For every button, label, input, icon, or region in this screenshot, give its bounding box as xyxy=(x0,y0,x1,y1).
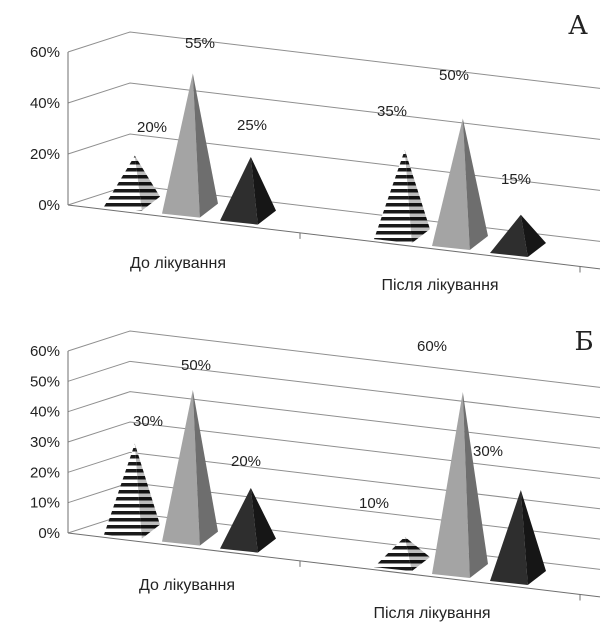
data-label: 30% xyxy=(473,443,503,460)
category-label: Після лікування xyxy=(381,277,498,294)
data-label: 55% xyxy=(185,35,215,52)
chart-panel-a: 0% 20% 40% 60% 20% 55% 25% До лікування 35% 50% 15… xyxy=(30,11,601,294)
x-axis-line xyxy=(67,532,601,598)
panel-label: А xyxy=(568,11,588,41)
data-label: 20% xyxy=(231,453,261,470)
pyramid-bar xyxy=(220,156,276,225)
gridline xyxy=(67,330,601,388)
gridline xyxy=(67,451,601,510)
category-label: До лікування xyxy=(130,255,226,272)
pyramid-bar xyxy=(432,118,488,251)
pyramid-bar xyxy=(104,443,160,539)
gridline xyxy=(67,360,601,419)
y-tick-label: 20% xyxy=(30,464,60,481)
gridline xyxy=(67,391,601,449)
pyramid-bar xyxy=(374,536,430,572)
pyramid-bar xyxy=(490,490,546,585)
pyramid-bar xyxy=(374,149,430,244)
data-label: 50% xyxy=(439,67,469,84)
pyramid-bar xyxy=(490,214,546,257)
data-label: 60% xyxy=(417,338,447,355)
category-label: До лікування xyxy=(139,577,235,594)
y-tick-label: 0% xyxy=(38,197,60,214)
pyramid-bar xyxy=(162,73,218,218)
y-tick-label: 40% xyxy=(30,404,60,421)
data-label: 25% xyxy=(237,117,267,134)
data-label: 15% xyxy=(501,171,531,188)
y-tick-label: 0% xyxy=(38,525,60,542)
pyramid-bar xyxy=(104,155,160,211)
y-tick-label: 40% xyxy=(30,95,60,112)
data-label: 35% xyxy=(377,103,407,120)
y-tick-label: 30% xyxy=(30,434,60,451)
x-axis-line xyxy=(67,204,601,270)
panel-label: Б xyxy=(574,327,593,357)
pyramid-bar xyxy=(432,392,488,579)
gridline xyxy=(67,82,601,140)
gridline xyxy=(67,421,601,479)
y-tick-label: 60% xyxy=(30,44,60,61)
gridline xyxy=(67,31,601,89)
data-label: 20% xyxy=(137,119,167,136)
category-label: Після лікування xyxy=(373,605,490,622)
y-tick-label: 20% xyxy=(30,146,60,163)
pyramid-bar xyxy=(220,487,276,553)
y-tick-label: 60% xyxy=(30,343,60,360)
data-label: 30% xyxy=(133,413,163,430)
pyramid-bar xyxy=(162,389,218,546)
gridline xyxy=(67,133,601,191)
data-label: 50% xyxy=(181,357,211,374)
y-tick-label: 50% xyxy=(30,373,60,390)
y-tick-label: 10% xyxy=(30,495,60,512)
data-label: 10% xyxy=(359,495,389,512)
chart-panel-b: 0% 10% 20% 30% 40% 50% 60% 30% 50% 20% До лікуванн… xyxy=(30,327,601,622)
